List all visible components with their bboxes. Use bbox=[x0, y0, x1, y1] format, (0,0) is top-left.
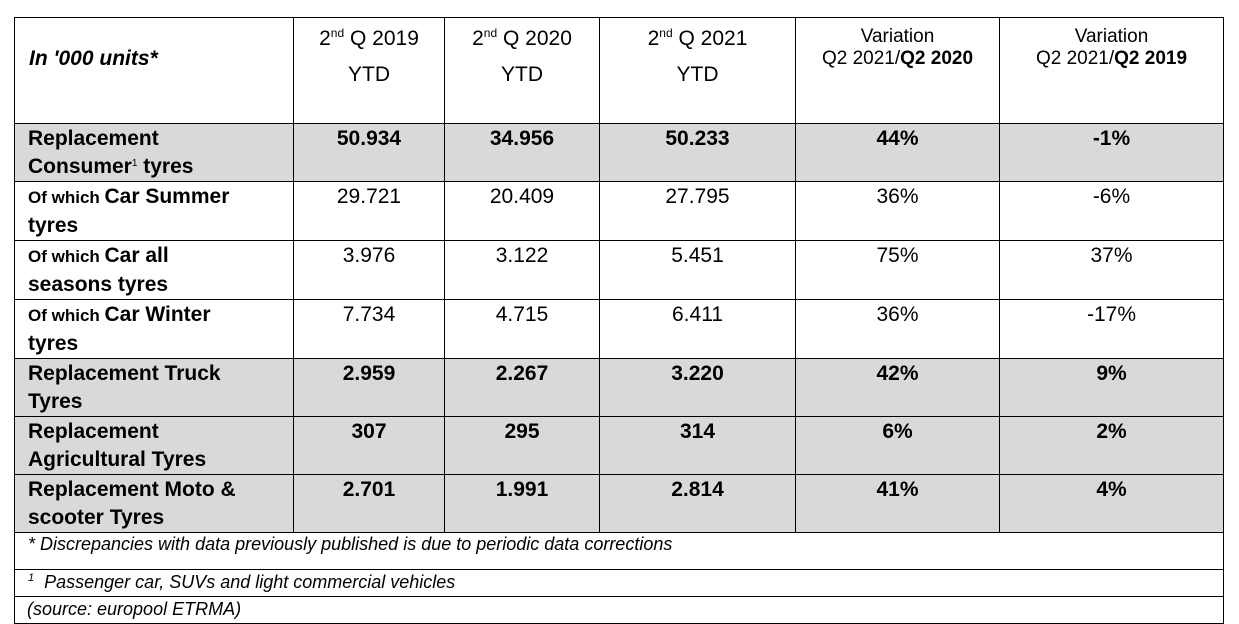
tyre-sales-table-container: In '000 units* 2nd Q 2019 YTD 2nd Q 2020… bbox=[14, 17, 1224, 624]
row-label: Replacement Consumer1 tyres bbox=[14, 123, 294, 182]
col-header-variation-2020: Variation Q2 2021/Q2 2020 bbox=[795, 17, 1000, 124]
value-2020: 20.409 bbox=[444, 181, 600, 241]
value-2021: 50.233 bbox=[599, 123, 796, 182]
variation-2019: -6% bbox=[999, 181, 1224, 241]
value-2021: 2.814 bbox=[599, 474, 796, 533]
value-2019: 2.701 bbox=[293, 474, 445, 533]
value-2021: 3.220 bbox=[599, 358, 796, 417]
col-header-2021: 2nd Q 2021 YTD bbox=[599, 17, 796, 124]
variation-2020: 6% bbox=[795, 416, 1000, 475]
row-label: Of which Car Summer tyres bbox=[14, 181, 294, 241]
variation-2020: 42% bbox=[795, 358, 1000, 417]
value-2019: 3.976 bbox=[293, 240, 445, 300]
row-label: Replacement Moto & scooter Tyres bbox=[14, 474, 294, 533]
row-label: Replacement Truck Tyres bbox=[14, 358, 294, 417]
value-2021: 27.795 bbox=[599, 181, 796, 241]
value-2020: 295 bbox=[444, 416, 600, 475]
row-replacement-agricultural: Replacement Agricultural Tyres 307 295 3… bbox=[14, 416, 1224, 475]
variation-2020: 36% bbox=[795, 299, 1000, 359]
row-replacement-moto: Replacement Moto & scooter Tyres 2.701 1… bbox=[14, 474, 1224, 533]
value-2019: 50.934 bbox=[293, 123, 445, 182]
footnote-discrepancy: * Discrepancies with data previously pub… bbox=[14, 532, 1224, 570]
header-row: In '000 units* 2nd Q 2019 YTD 2nd Q 2020… bbox=[14, 17, 1224, 124]
row-car-winter: Of which Car Winter tyres 7.734 4.715 6.… bbox=[14, 299, 1224, 359]
variation-2019: -1% bbox=[999, 123, 1224, 182]
row-replacement-truck: Replacement Truck Tyres 2.959 2.267 3.22… bbox=[14, 358, 1224, 417]
row-label: Replacement Agricultural Tyres bbox=[14, 416, 294, 475]
footnote-discrepancy-row: * Discrepancies with data previously pub… bbox=[14, 532, 1224, 570]
value-2020: 4.715 bbox=[444, 299, 600, 359]
value-2019: 29.721 bbox=[293, 181, 445, 241]
value-2021: 6.411 bbox=[599, 299, 796, 359]
value-2020: 34.956 bbox=[444, 123, 600, 182]
footnote-passenger-row: 1 Passenger car, SUVs and light commerci… bbox=[14, 569, 1224, 597]
row-label: Of which Car Winter tyres bbox=[14, 299, 294, 359]
value-2021: 5.451 bbox=[599, 240, 796, 300]
variation-2019: 2% bbox=[999, 416, 1224, 475]
variation-2020: 44% bbox=[795, 123, 1000, 182]
col-header-2019: 2nd Q 2019 YTD bbox=[293, 17, 445, 124]
col-header-variation-2019: Variation Q2 2021/Q2 2019 bbox=[999, 17, 1224, 124]
value-2019: 307 bbox=[293, 416, 445, 475]
variation-2019: 9% bbox=[999, 358, 1224, 417]
footnote-source-row: (source: europool ETRMA) bbox=[14, 596, 1224, 624]
variation-2020: 36% bbox=[795, 181, 1000, 241]
value-2020: 2.267 bbox=[444, 358, 600, 417]
value-2019: 7.734 bbox=[293, 299, 445, 359]
footnote-passenger: 1 Passenger car, SUVs and light commerci… bbox=[14, 569, 1224, 597]
units-header: In '000 units* bbox=[14, 17, 294, 124]
variation-2019: 4% bbox=[999, 474, 1224, 533]
value-2020: 3.122 bbox=[444, 240, 600, 300]
row-replacement-consumer: Replacement Consumer1 tyres 50.934 34.95… bbox=[14, 123, 1224, 182]
col-header-2020: 2nd Q 2020 YTD bbox=[444, 17, 600, 124]
variation-2020: 41% bbox=[795, 474, 1000, 533]
row-car-summer: Of which Car Summer tyres 29.721 20.409 … bbox=[14, 181, 1224, 241]
value-2020: 1.991 bbox=[444, 474, 600, 533]
variation-2020: 75% bbox=[795, 240, 1000, 300]
footnote-source: (source: europool ETRMA) bbox=[14, 596, 1224, 624]
variation-2019: 37% bbox=[999, 240, 1224, 300]
value-2019: 2.959 bbox=[293, 358, 445, 417]
row-label: Of which Car all seasons tyres bbox=[14, 240, 294, 300]
variation-2019: -17% bbox=[999, 299, 1224, 359]
tyre-sales-table: In '000 units* 2nd Q 2019 YTD 2nd Q 2020… bbox=[14, 17, 1224, 624]
value-2021: 314 bbox=[599, 416, 796, 475]
row-car-all-seasons: Of which Car all seasons tyres 3.976 3.1… bbox=[14, 240, 1224, 300]
